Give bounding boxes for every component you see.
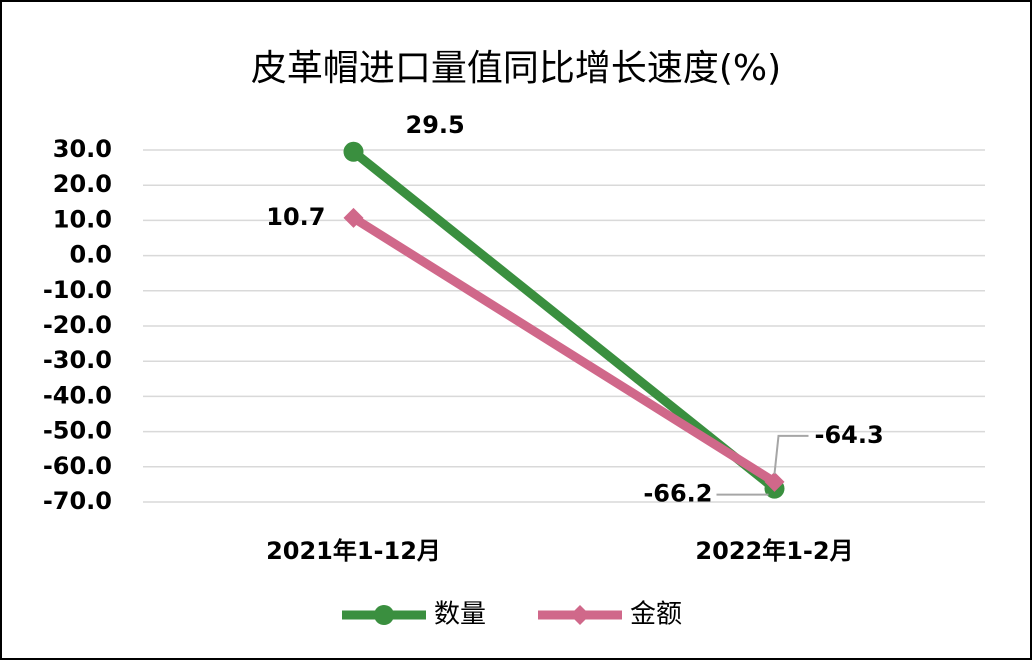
legend-marker bbox=[570, 605, 590, 625]
y-tick-label: 20.0 bbox=[53, 170, 112, 198]
data-label: 10.7 bbox=[266, 203, 325, 231]
legend-label: 金额 bbox=[630, 600, 682, 630]
data-label: -64.3 bbox=[815, 421, 884, 449]
legend-marker bbox=[374, 605, 394, 625]
y-tick-label: 0.0 bbox=[69, 241, 112, 269]
legend-label: 数量 bbox=[434, 600, 486, 630]
data-label: 29.5 bbox=[406, 111, 465, 139]
y-tick-label: -40.0 bbox=[43, 381, 112, 409]
y-tick-label: 10.0 bbox=[53, 205, 112, 233]
y-tick-label: -50.0 bbox=[43, 417, 112, 445]
y-tick-label: -60.0 bbox=[43, 452, 112, 480]
y-tick-label: 30.0 bbox=[53, 135, 112, 163]
data-label: -66.2 bbox=[643, 480, 712, 508]
data-point bbox=[764, 471, 785, 492]
y-tick-label: -30.0 bbox=[43, 346, 112, 374]
y-tick-label: -70.0 bbox=[43, 487, 112, 515]
chart-title: 皮革帽进口量值同比增长速度(%) bbox=[251, 48, 781, 89]
series-line bbox=[349, 213, 779, 487]
leader-line bbox=[773, 434, 809, 475]
series-line bbox=[349, 147, 779, 494]
data-point bbox=[343, 207, 364, 228]
x-tick-label: 2022年1-2月 bbox=[695, 537, 853, 565]
data-point bbox=[343, 141, 364, 162]
y-tick-label: -20.0 bbox=[43, 311, 112, 339]
y-tick-label: -10.0 bbox=[43, 276, 112, 304]
x-tick-label: 2021年1-12月 bbox=[266, 537, 441, 565]
